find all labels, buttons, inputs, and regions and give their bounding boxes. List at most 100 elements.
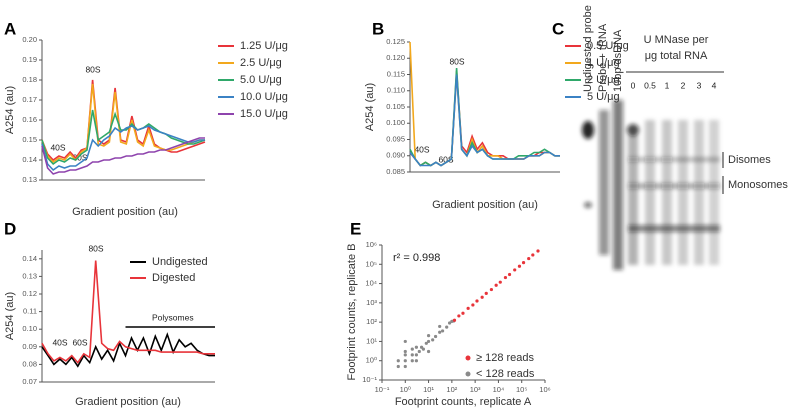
gel-header: U MNase per <box>644 34 709 46</box>
legend-label: 1.25 U/μg <box>240 40 288 52</box>
point <box>513 268 517 272</box>
point <box>396 359 400 363</box>
y-tick-label: 0.08 <box>22 359 37 368</box>
series-line <box>41 83 205 164</box>
point <box>484 291 488 295</box>
y-axis-label: A254 (au) <box>4 86 16 134</box>
point <box>403 359 407 363</box>
x-tick-label: 10² <box>446 385 457 394</box>
gel-lane <box>694 120 704 265</box>
point <box>461 311 465 315</box>
x-axis-label: Gradient position (au) <box>432 199 538 211</box>
point <box>445 325 449 329</box>
gel-lane <box>662 120 672 265</box>
y-tick-label: 0.115 <box>387 69 405 78</box>
annotation: 80S <box>88 243 103 253</box>
gel-lane <box>613 100 623 270</box>
series-line <box>41 137 205 175</box>
band-label: Monosomes <box>728 179 788 191</box>
dose-label: 3 <box>697 80 702 90</box>
dose-label: 4 <box>712 80 717 90</box>
point <box>414 345 418 349</box>
gel-header: μg total RNA <box>645 50 708 62</box>
gel-lane <box>628 135 638 265</box>
x-tick-label: 10⁰ <box>400 385 411 394</box>
y-tick-label: 0.11 <box>23 307 37 316</box>
panel-letter: D <box>4 219 16 238</box>
point <box>494 283 498 287</box>
point <box>527 256 531 261</box>
y-tick-label: 0.110 <box>387 86 405 95</box>
y-tick-label: 0.18 <box>22 75 37 84</box>
annotation: 40S <box>50 142 65 152</box>
point <box>410 347 414 351</box>
gel-lane <box>599 110 609 255</box>
y-tick-label: 10¹ <box>366 336 377 345</box>
point <box>480 295 484 299</box>
annotation: Polysomes <box>152 312 194 322</box>
y-tick-label: 0.105 <box>386 102 405 111</box>
y-tick-label: 0.15 <box>22 135 37 144</box>
legend-label: < 128 reads <box>476 368 535 380</box>
y-tick-label: 0.10 <box>22 324 37 333</box>
point <box>536 249 540 253</box>
point <box>438 324 442 329</box>
panel-letter: E <box>350 219 361 238</box>
annotation: 80S <box>85 64 100 74</box>
lane-label: Probe + tRNA <box>597 23 609 92</box>
legend-label: Digested <box>152 272 195 284</box>
point <box>414 353 418 357</box>
x-axis-label: Gradient position (au) <box>75 396 181 408</box>
point <box>507 272 512 277</box>
legend-label: 10.0 U/μg <box>240 91 288 103</box>
y-tick-label: 0.14 <box>22 254 37 263</box>
gel-band <box>627 124 639 136</box>
annotation: 80S <box>449 56 464 66</box>
y-tick-label: 0.13 <box>22 175 37 184</box>
legend-label: 2 U/μg <box>587 74 620 86</box>
point <box>517 264 522 268</box>
point <box>531 253 535 257</box>
y-tick-label: 0.090 <box>386 151 405 160</box>
point <box>471 303 475 307</box>
point <box>466 306 470 310</box>
lane-label: 10bp dsDNA <box>612 29 624 92</box>
point <box>440 329 445 333</box>
annotation: 40S <box>414 144 429 154</box>
y-tick-label: 0.085 <box>386 167 405 176</box>
legend-swatch <box>465 371 471 377</box>
point <box>403 353 407 357</box>
point <box>403 349 407 354</box>
y-tick-label: 0.17 <box>22 95 37 104</box>
point <box>475 299 479 303</box>
point <box>457 314 461 318</box>
y-tick-label: 0.09 <box>22 342 37 351</box>
y-tick-label: 0.125 <box>386 37 405 46</box>
series-line <box>41 332 215 368</box>
dose-label: 0.5 <box>644 80 656 90</box>
gel-lane <box>709 120 719 265</box>
panel-letter: A <box>4 19 16 38</box>
y-tick-label: 0.13 <box>22 271 37 280</box>
point <box>421 347 426 351</box>
y-tick-label: 0.14 <box>22 155 37 164</box>
gel-lane <box>645 120 655 265</box>
gel-band <box>628 183 720 189</box>
panel-letter: B <box>372 19 384 38</box>
x-tick-label: 10³ <box>470 385 481 394</box>
legend-label: 5.0 U/μg <box>240 74 282 86</box>
y-tick-label: 0.120 <box>386 53 405 62</box>
y-tick-label: 10⁴ <box>365 279 377 288</box>
point <box>426 349 431 354</box>
y-tick-label: 0.100 <box>386 118 405 127</box>
x-tick-label: 10⁴ <box>493 385 505 394</box>
x-tick-label: 10⁶ <box>539 385 550 394</box>
series-line <box>41 125 205 172</box>
dose-label: 1 <box>665 80 670 90</box>
annotation: 60S <box>72 152 87 162</box>
annotation: 40S <box>52 337 67 347</box>
gel-panel: C Undigested probe Probe + tRNA 10bp dsD… <box>552 5 788 270</box>
point <box>414 359 418 363</box>
x-axis-label: Gradient position (au) <box>72 206 178 218</box>
gel-band <box>582 121 594 139</box>
